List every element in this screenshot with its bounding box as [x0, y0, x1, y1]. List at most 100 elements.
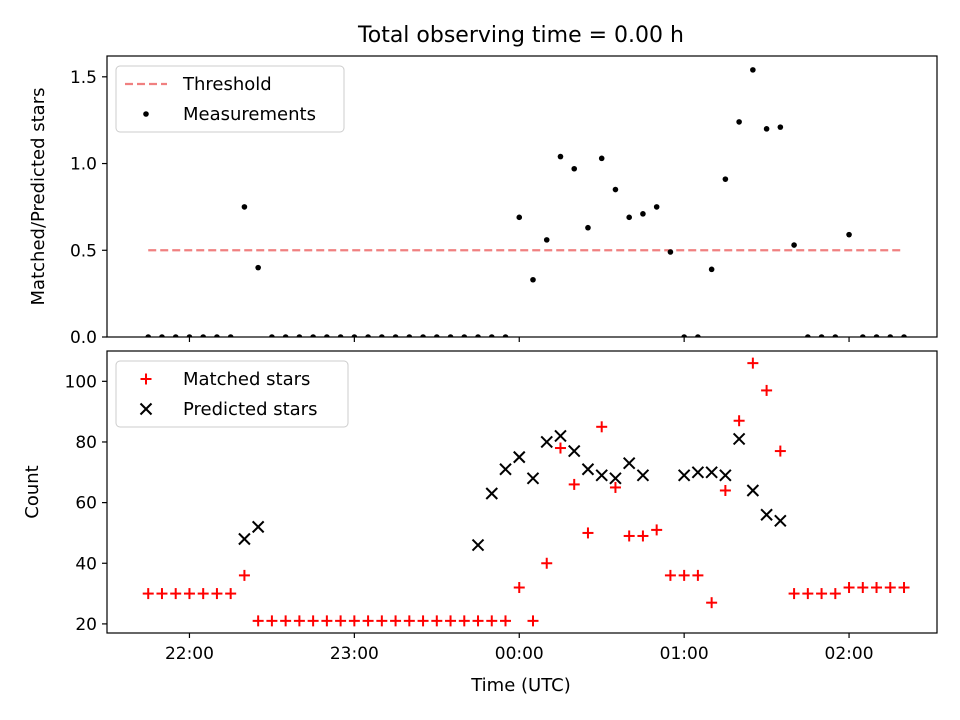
matched-star-point: [843, 582, 855, 594]
measurement-point: [461, 334, 468, 337]
measurement-point: [379, 334, 385, 337]
measurement-point: [722, 176, 729, 182]
matched-star-point: [719, 484, 731, 496]
measurement-point: [434, 334, 440, 337]
predicted-star-point: [774, 514, 787, 528]
x-tick-label: 00:00: [495, 644, 544, 664]
predicted-star-point: [471, 538, 485, 552]
predicted-star-point: [595, 469, 608, 482]
measurement-point: [159, 334, 165, 337]
matched-star-point: [335, 615, 347, 627]
x-tick-label: 23:00: [330, 644, 379, 664]
matched-star-point: [307, 615, 319, 627]
measurement-point: [488, 334, 495, 337]
measurement-point: [598, 155, 605, 162]
axes-frame: [106, 55, 938, 338]
measurement-point: [200, 334, 206, 337]
predicted-star-point: [513, 450, 526, 464]
legend-box: [115, 360, 349, 428]
legend-matched-swatch: [140, 373, 152, 385]
y-tick-label: 100: [65, 372, 97, 392]
measurement-point: [777, 124, 784, 130]
legend-label: Predicted stars: [183, 399, 317, 420]
matched-star-point: [596, 421, 608, 433]
measurement-point: [763, 126, 770, 132]
matched-star-point: [156, 588, 168, 600]
measurement-point: [530, 276, 536, 283]
matched-star-point: [458, 615, 470, 627]
matched-star-point: [500, 615, 512, 627]
matched-star-point: [816, 588, 828, 600]
matched-star-point: [637, 530, 649, 542]
measurement-point: [695, 334, 701, 337]
measurement-point: [791, 242, 797, 248]
measurement-point: [296, 334, 303, 337]
matched-star-point: [774, 445, 786, 457]
predicted-star-point: [760, 508, 773, 521]
matched-star-point: [747, 357, 759, 369]
matched-star-point: [472, 615, 484, 627]
legend-label: Matched stars: [183, 369, 310, 390]
axes-frame: [106, 350, 938, 634]
predicted-star-point: [719, 469, 732, 482]
matched-star-point: [527, 615, 539, 627]
measurement-point: [736, 119, 742, 125]
matched-star-point: [403, 615, 415, 627]
measurement-point: [681, 334, 687, 337]
measurement-point: [475, 334, 481, 337]
legend: Matched stars Predicted stars: [115, 360, 349, 428]
y-tick-label: 40: [75, 554, 97, 574]
matched-star-point: [211, 588, 223, 600]
matched-star-point: [376, 615, 388, 627]
measurement-point: [406, 334, 413, 337]
matched-star-point: [871, 582, 883, 594]
predicted-star-point: [526, 472, 540, 485]
predicted-star-point: [746, 484, 760, 497]
y-tick-label: 60: [75, 494, 97, 514]
predicted-star-point: [691, 466, 705, 479]
top-panel: 0.0 0.5 1.0 1.5 Matched/Predicted stars Thres…: [28, 55, 938, 348]
legend-label: Threshold: [182, 74, 272, 95]
matched-star-point: [541, 557, 553, 569]
matched-star-point: [802, 588, 814, 600]
measurement-point: [310, 334, 316, 337]
matched-star-point: [486, 615, 498, 627]
measurement-point: [805, 334, 811, 337]
measurement-point: [585, 224, 591, 231]
matched-star-point: [280, 615, 292, 627]
measurement-point: [502, 334, 509, 337]
measurement-point: [901, 334, 907, 337]
measurement-point: [145, 334, 152, 337]
matched-star-point: [898, 582, 910, 594]
matched-star-point: [513, 582, 525, 594]
predicted-star-point: [251, 520, 265, 534]
matched-star-point: [609, 481, 621, 493]
predicted-star-point: [677, 469, 691, 482]
measurement-point: [859, 334, 866, 337]
bottom-panel: 20 40 60 80 100 22:00 23:00 00:00 01:00 02:00 Coun…: [22, 350, 938, 664]
measurement-point: [887, 334, 894, 337]
measurement-point: [543, 237, 550, 243]
measurement-point: [337, 334, 344, 337]
matched-star-point: [362, 615, 374, 627]
matched-star-point: [651, 524, 663, 536]
predicted-star-point: [568, 444, 581, 458]
measurement-point: [269, 334, 275, 337]
matched-star-point: [568, 478, 580, 490]
predicted-star-point: [554, 429, 567, 443]
matched-star-point: [293, 615, 305, 627]
measurement-point: [172, 334, 179, 337]
measurement-point: [255, 264, 261, 271]
y-tick-label: 0.5: [70, 241, 97, 261]
measurement-point: [227, 334, 234, 337]
x-tick-label: 22:00: [165, 644, 214, 664]
chart-title: Total observing time = 0.00 h: [357, 23, 684, 48]
measurement-point: [873, 334, 880, 337]
matched-star-point: [170, 588, 182, 600]
measurement-point: [846, 231, 852, 238]
y-tick-label: 0.0: [70, 328, 97, 348]
legend-measurement-swatch: [143, 111, 149, 117]
measurement-point: [214, 334, 220, 337]
matched-star-point: [664, 569, 676, 581]
